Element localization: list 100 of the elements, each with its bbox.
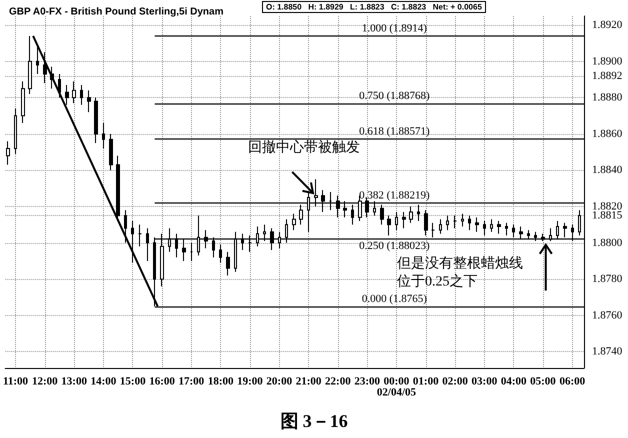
y-tick-label: 1.8760 [592,309,623,322]
x-tick-label: 19:00 [237,376,264,388]
candlestick [160,233,164,287]
candlestick [263,224,266,242]
candlestick [28,35,32,95]
candlestick [336,195,340,218]
candlestick [549,228,552,242]
candlestick [563,222,567,238]
x-tick-label: 14:00 [90,376,117,388]
candlestick [468,215,471,231]
candlestick [146,228,149,262]
candlestick [270,228,274,251]
candlestick [395,211,398,231]
ref-line-label: 0.750 (1.88768) [359,90,430,102]
candlestick [94,97,98,144]
candlestick [124,210,127,244]
candlestick [505,222,508,236]
candlestick [307,192,310,232]
candlestick [329,192,332,211]
candlestick [417,204,420,222]
candlestick [497,220,501,234]
y-tick-label: 1.8880 [592,92,623,104]
candlestick [256,226,259,247]
candlestick [102,122,105,149]
y-tick-label: 1.8780 [592,273,623,286]
candlestick [439,218,442,234]
x-tick-label: 11:00 [2,376,29,388]
candlestick [234,231,237,272]
y-tick-label: 1.8920 [592,19,623,32]
chart-title: GBP A0-FX - British Pound Sterling,5i Dynam [9,6,224,18]
candlestick [380,204,384,226]
candlestick [58,74,61,98]
y-tick-label: 1.8740 [592,346,623,358]
ref-line-label: 1.000 (1.8914) [362,22,428,34]
candlestick [14,108,17,154]
candlestick [182,238,186,262]
x-tick-label: 16:00 [149,376,176,388]
candlestick [87,90,91,113]
y-tick-label: 1.8840 [592,164,623,176]
candlestick [475,216,479,232]
candlestick [424,210,428,236]
x-tick-label: 06:00 [559,376,586,388]
x-tick-label: 12:00 [32,376,58,388]
x-tick-label: 02:00 [442,376,468,388]
x-tick-label: 23:00 [354,376,380,388]
candlestick [512,224,515,238]
candlestick [197,215,200,256]
y-tick-label: 1.8800 [592,236,623,249]
candlestick [248,235,252,252]
ref-line-label: 0.250 (1.88023) [359,240,430,252]
candlestick [351,204,354,226]
candlestick [453,215,457,229]
candlestick [387,215,391,236]
candlestick [343,200,347,218]
annotation: 但是没有整根蜡烛线位于0.25之下 [396,255,523,290]
candlestick [321,190,325,212]
candlestick [527,230,530,240]
x-tick-label: 03:00 [472,376,498,388]
x-tick-label: 21:00 [296,376,322,388]
candlestick [483,220,486,236]
y-tick-label: 1.8815 [592,210,623,222]
candlestick [299,204,303,226]
x-tick-label: 15:00 [120,376,146,388]
candlestick [373,200,376,216]
candlestick [212,236,215,258]
x-tick-label: 13:00 [61,376,88,388]
candlestick [219,244,222,264]
candlestick [534,231,537,242]
candlestick [519,226,523,240]
candlestick [402,211,406,229]
x-tick-label: 18:00 [208,376,234,388]
candlestick [65,84,69,106]
candlestick [175,233,178,258]
candlestick [50,66,54,90]
candlestick [409,206,413,224]
candlestick [204,230,208,249]
candlestick [138,224,142,247]
x-tick-label: 01:00 [412,376,440,388]
candlestick [285,218,288,244]
candlestick [168,228,171,252]
ref-line-label: 0.618 (1.88571) [359,126,430,138]
candlestick [446,215,449,231]
candlestick [541,233,545,242]
candlestick [109,133,113,171]
candlestick [278,231,281,249]
candlestick [43,52,47,84]
candlestick [578,210,581,236]
candlestick [556,220,559,240]
x-tick-label: 05:00 [530,376,556,388]
ref-line-label: 0.382 (1.88219) [359,190,430,202]
candlestick [190,242,193,262]
candlestick [226,251,230,276]
candlestick [241,233,244,251]
candlestick [21,80,25,124]
candlestick [36,46,39,75]
y-tick-label: 1.8892 [592,70,622,82]
candlestick [431,222,435,238]
x-tick-label: 22:00 [325,376,352,388]
candlestick [461,213,464,227]
caption: 图 3－16 [280,411,348,431]
